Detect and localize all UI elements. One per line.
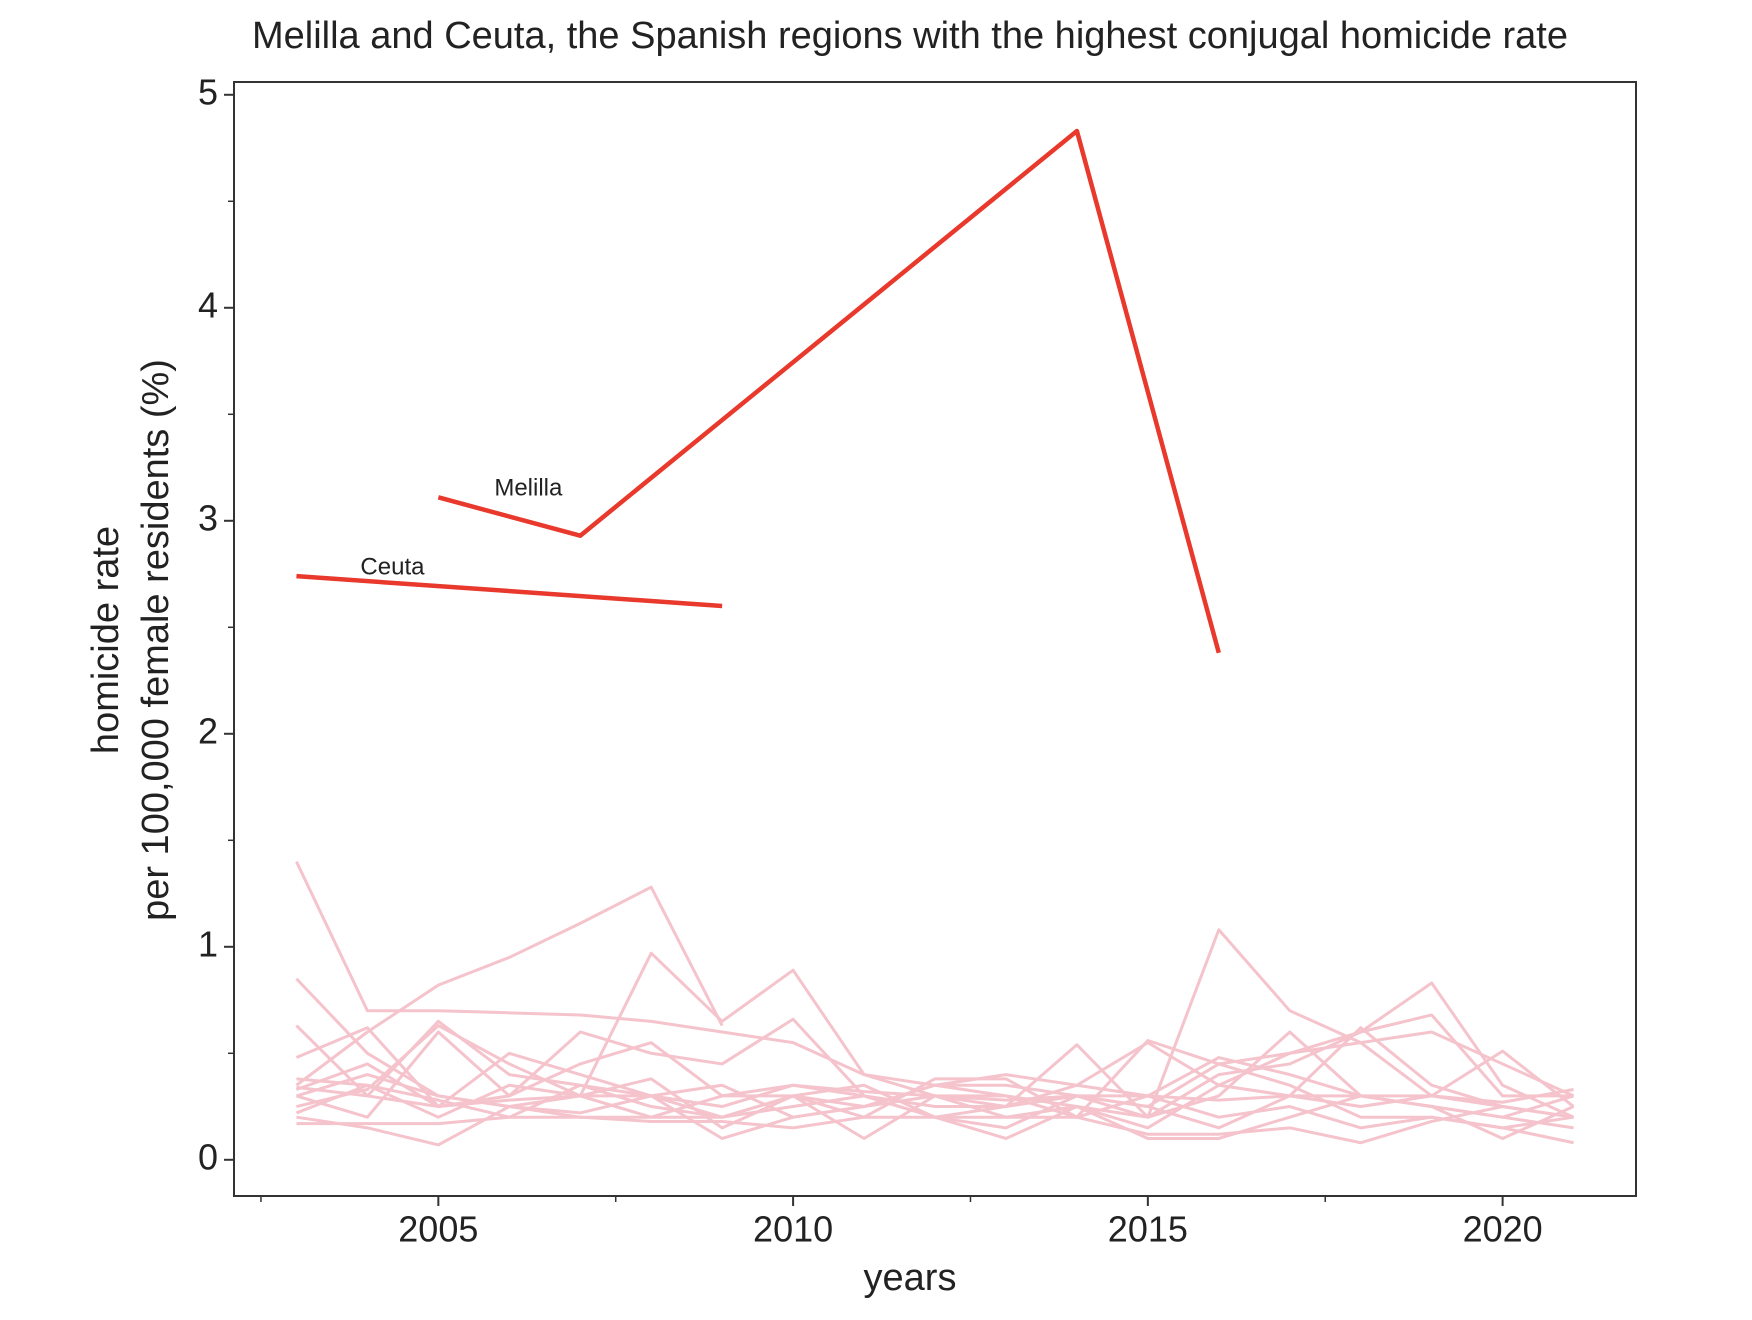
region-line — [295, 928, 1574, 1119]
region-line — [296, 1056, 1575, 1140]
y-tick-label: 4 — [198, 284, 218, 325]
plot-frame — [233, 81, 1637, 1197]
region-line — [295, 1039, 1574, 1145]
y-axis-label-line: homicide rate — [85, 526, 127, 754]
y-tick-label: 3 — [198, 497, 218, 538]
highlight-line — [437, 128, 1221, 654]
x-tick-label: 2020 — [1463, 1209, 1543, 1250]
region-line — [295, 885, 724, 1087]
highlight-line — [296, 573, 723, 609]
y-tick-label: 0 — [198, 1136, 218, 1177]
line-annotation: Ceuta — [360, 554, 425, 581]
x-tick-label: 2005 — [398, 1209, 478, 1250]
x-tick-label: 2010 — [753, 1209, 833, 1250]
y-axis-label: homicide rate per 100,000 female residen… — [85, 359, 177, 921]
y-axis-label-line: per 100,000 female residents (%) — [135, 359, 177, 921]
y-tick-label: 5 — [198, 71, 218, 112]
x-axis-label: years — [864, 1257, 957, 1299]
line-annotation: Melilla — [494, 475, 563, 502]
region-line — [296, 1024, 1574, 1130]
y-tick-label: 2 — [198, 710, 218, 751]
region-line — [296, 1073, 1574, 1130]
chart-title: Melilla and Ceuta, the Spanish regions w… — [252, 15, 1568, 57]
y-tick-label: 1 — [198, 923, 218, 964]
x-tick-label: 2015 — [1108, 1209, 1188, 1250]
